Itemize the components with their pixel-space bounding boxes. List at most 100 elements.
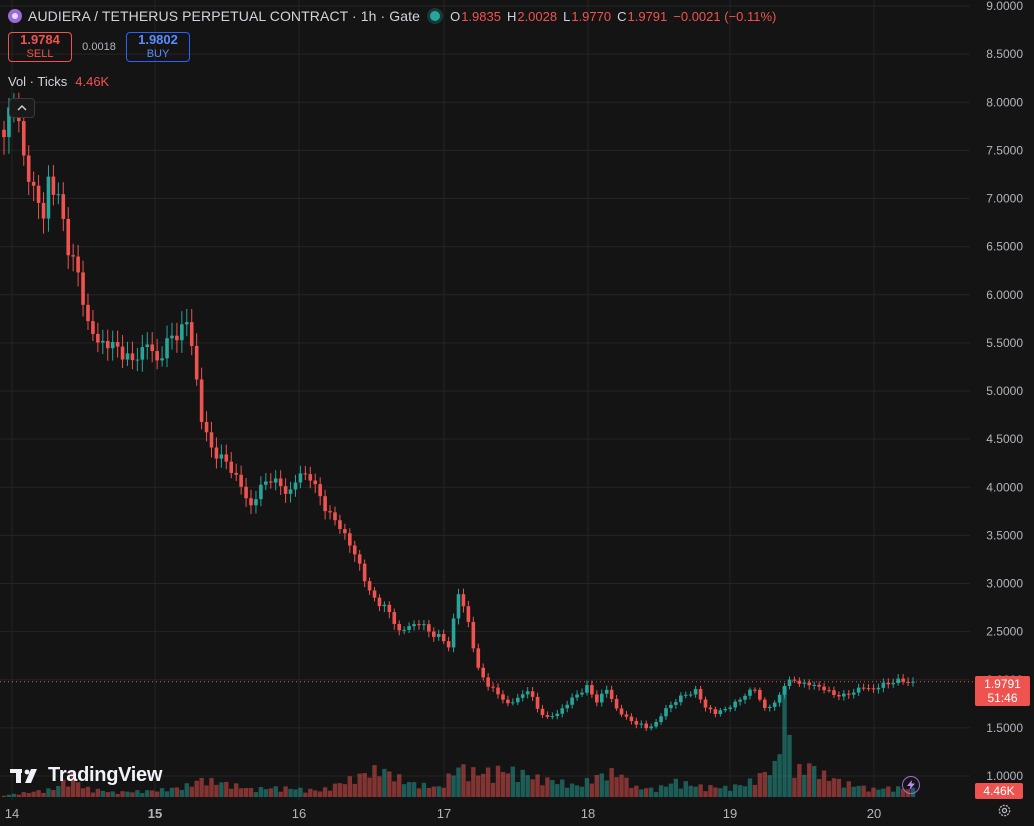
volume-bar bbox=[283, 786, 288, 797]
candle-body bbox=[812, 684, 816, 686]
lightning-icon[interactable] bbox=[902, 776, 920, 794]
volume-bar bbox=[263, 789, 269, 797]
candle-body bbox=[456, 594, 461, 619]
candle-body bbox=[851, 692, 856, 695]
candle-body bbox=[896, 678, 900, 684]
bar-countdown: 51:46 bbox=[987, 691, 1018, 705]
volume-bars bbox=[1, 686, 916, 797]
candle-body bbox=[515, 697, 520, 703]
volume-bar bbox=[298, 787, 303, 797]
volume-bar bbox=[891, 791, 896, 797]
candle-body bbox=[7, 107, 11, 138]
candle-body bbox=[313, 480, 318, 485]
volume-bar bbox=[332, 783, 338, 797]
candle-body bbox=[842, 693, 846, 697]
candle-body bbox=[278, 478, 283, 487]
candle-body bbox=[832, 690, 836, 696]
last-volume-tag: 4.46K bbox=[975, 783, 1023, 799]
volume-bar bbox=[481, 773, 486, 797]
candle-body bbox=[560, 708, 565, 714]
volume-bar bbox=[273, 786, 278, 797]
candle-body bbox=[659, 716, 663, 723]
volume-legend-value: 4.46K bbox=[75, 74, 110, 89]
candle-body bbox=[273, 478, 278, 483]
sell-label: SELL bbox=[26, 48, 54, 60]
ohlc-close: C1.9791 bbox=[617, 8, 668, 24]
x-tick-label: 17 bbox=[437, 806, 451, 821]
candle-body bbox=[41, 202, 46, 219]
volume-bar bbox=[752, 784, 758, 797]
candle-body bbox=[609, 689, 614, 699]
candle-body bbox=[728, 707, 733, 709]
settings-gear-icon[interactable] bbox=[996, 803, 1012, 819]
candle-body bbox=[130, 353, 135, 361]
volume-bar bbox=[194, 780, 199, 797]
volume-bar bbox=[787, 734, 792, 797]
volume-bar bbox=[564, 787, 570, 797]
volume-bar bbox=[886, 786, 891, 797]
candle-body bbox=[412, 624, 416, 627]
sell-button[interactable]: 1.9784 SELL bbox=[8, 32, 72, 62]
candle-body bbox=[861, 687, 866, 689]
volume-bar bbox=[846, 781, 851, 797]
volume-bar bbox=[574, 785, 580, 797]
volume-bar bbox=[663, 786, 669, 797]
candle-body bbox=[21, 121, 26, 156]
candle-body bbox=[743, 695, 747, 700]
candle-body bbox=[797, 680, 802, 684]
volume-bar bbox=[579, 786, 585, 797]
volume-bar bbox=[876, 789, 881, 797]
volume-bar bbox=[135, 790, 140, 797]
candle-body bbox=[86, 304, 90, 322]
candle-body bbox=[506, 699, 510, 704]
volume-bar bbox=[36, 790, 41, 797]
volume-bar bbox=[471, 767, 476, 797]
candle-body bbox=[871, 688, 876, 690]
volume-bar bbox=[125, 791, 130, 797]
candle-body bbox=[837, 695, 841, 697]
volume-bar bbox=[708, 785, 713, 797]
volume-bar bbox=[426, 787, 432, 797]
volume-bar bbox=[199, 777, 204, 797]
candle-body bbox=[911, 681, 915, 683]
volume-bar bbox=[159, 788, 165, 797]
candle-body bbox=[693, 689, 698, 695]
volume-bar bbox=[757, 773, 763, 797]
volume-bar bbox=[224, 781, 229, 797]
candle-body bbox=[535, 696, 540, 709]
volume-bar bbox=[816, 779, 822, 797]
volume-bar bbox=[802, 774, 807, 797]
candle-body bbox=[664, 708, 668, 717]
volume-bar bbox=[229, 788, 234, 797]
volume-bar bbox=[530, 779, 535, 797]
candle-body bbox=[259, 484, 263, 500]
candle-body bbox=[170, 335, 174, 339]
y-tick-label: 6.5000 bbox=[986, 240, 1023, 254]
volume-bar bbox=[836, 778, 842, 797]
volume-bar bbox=[658, 785, 664, 797]
collapse-legend-button[interactable] bbox=[9, 98, 35, 118]
volume-bar bbox=[31, 791, 36, 797]
buy-button[interactable]: 1.9802 BUY bbox=[126, 32, 190, 62]
x-tick-label: 18 bbox=[581, 806, 595, 821]
candle-body bbox=[619, 708, 624, 715]
y-tick-label: 8.5000 bbox=[986, 47, 1023, 61]
volume-legend[interactable]: Vol · Ticks 4.46K bbox=[8, 74, 109, 89]
candle-body bbox=[303, 473, 308, 475]
symbol-title[interactable]: AUDIERA / TETHERUS PERPETUAL CONTRACT · … bbox=[28, 8, 421, 24]
market-status-icon[interactable] bbox=[430, 11, 441, 21]
candle-body bbox=[575, 694, 579, 698]
candle-body bbox=[644, 723, 649, 729]
tradingview-logo[interactable]: TradingView bbox=[10, 764, 162, 787]
volume-bar bbox=[382, 768, 387, 797]
volume-legend-label: Vol · Ticks bbox=[8, 74, 68, 89]
volume-bar bbox=[683, 781, 688, 797]
candle-body bbox=[120, 346, 125, 360]
volume-bar bbox=[120, 791, 125, 797]
volume-bar bbox=[811, 765, 817, 797]
volume-bar bbox=[421, 782, 427, 797]
candle-body bbox=[125, 353, 130, 360]
candle-body bbox=[570, 697, 574, 705]
volume-bar bbox=[485, 767, 491, 797]
